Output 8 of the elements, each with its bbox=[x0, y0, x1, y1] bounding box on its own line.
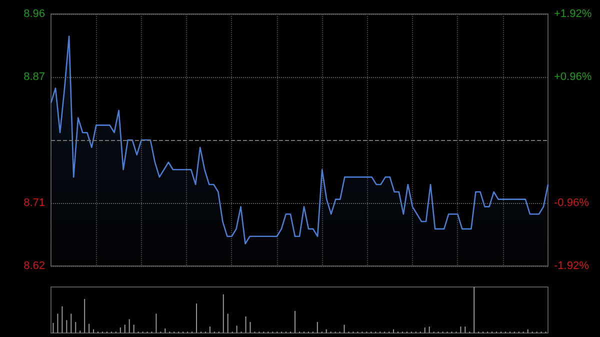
y2-tick-label: +0.96% bbox=[554, 71, 592, 83]
y-tick-label: 8.96 bbox=[24, 8, 45, 20]
y-tick-label: 8.87 bbox=[24, 71, 45, 83]
y2-tick-label: -0.96% bbox=[554, 197, 590, 209]
y2-tick-label: -1.92% bbox=[554, 260, 590, 272]
y-tick-label: 8.71 bbox=[24, 197, 45, 209]
y-tick-label: 8.62 bbox=[24, 260, 45, 272]
y2-tick-label: +1.92% bbox=[554, 8, 592, 20]
